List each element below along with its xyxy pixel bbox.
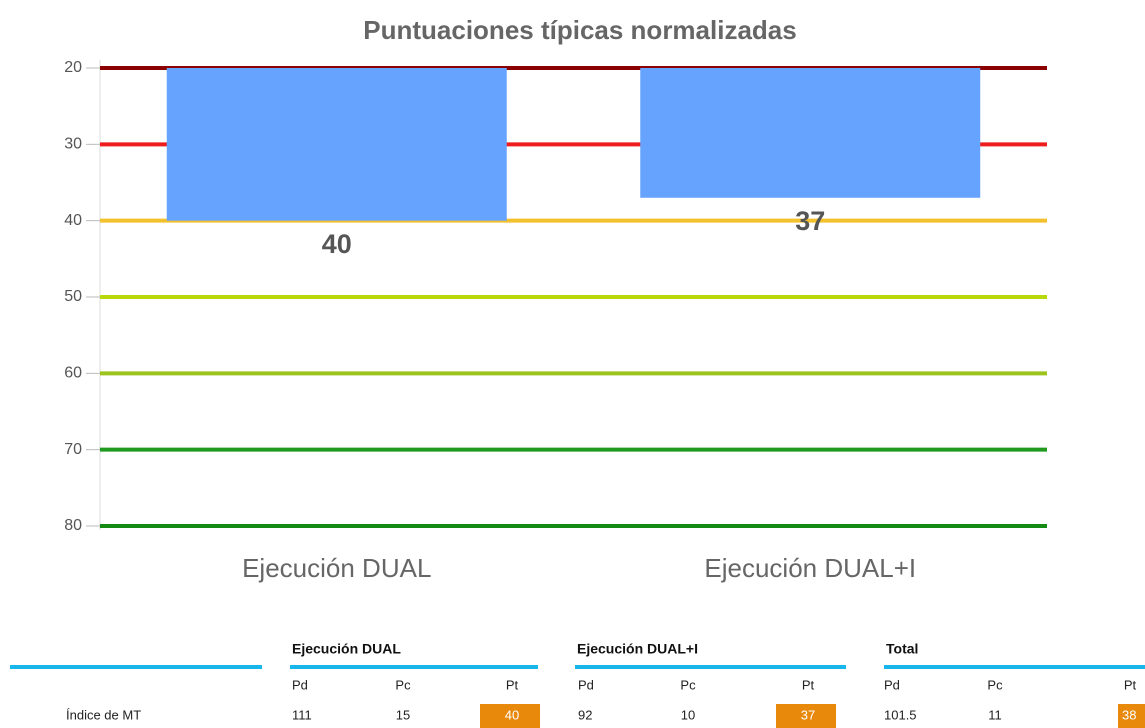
cell-value: 37 [801, 707, 815, 722]
value-label: 40 [322, 229, 352, 259]
column-header: Pc [395, 677, 411, 692]
column-header: Pt [1124, 677, 1137, 692]
column-header: Pc [987, 677, 1003, 692]
cell-value: 15 [396, 707, 410, 722]
column-header: Pt [506, 677, 519, 692]
cell-value: 10 [681, 707, 695, 722]
y-tick-label: 20 [64, 59, 82, 76]
column-header: Pd [884, 677, 900, 692]
column-header: Pt [802, 677, 815, 692]
highlight-cell [776, 704, 836, 728]
group-header: Ejecución DUAL+I [577, 641, 698, 657]
y-tick-label: 30 [64, 136, 82, 153]
cell-value: 111 [292, 707, 312, 722]
column-header: Pd [578, 677, 594, 692]
bar [166, 68, 507, 221]
y-tick-label: 60 [64, 365, 82, 382]
cell-value: 11 [988, 707, 1002, 722]
highlight-cell [1118, 704, 1145, 728]
value-label: 37 [795, 206, 825, 236]
row-label: Índice de MT [66, 707, 141, 722]
bar [640, 68, 981, 198]
y-tick-label: 80 [64, 517, 82, 534]
cell-value: 40 [505, 707, 519, 722]
chart-title: Puntuaciones típicas normalizadas [363, 15, 796, 45]
y-tick-label: 40 [64, 212, 82, 229]
y-tick-label: 70 [64, 441, 82, 458]
y-tick-label: 50 [64, 288, 82, 305]
group-header: Ejecución DUAL [292, 641, 401, 657]
column-header: Pd [292, 677, 308, 692]
group-header: Total [886, 641, 918, 657]
x-tick-label: Ejecución DUAL+I [704, 553, 916, 583]
cell-value: 101.5 [884, 707, 917, 722]
x-tick-label: Ejecución DUAL [242, 553, 431, 583]
cell-value: 92 [578, 707, 592, 722]
cell-value: 38 [1122, 707, 1136, 722]
column-header: Pc [680, 677, 696, 692]
highlight-cell [480, 704, 540, 728]
